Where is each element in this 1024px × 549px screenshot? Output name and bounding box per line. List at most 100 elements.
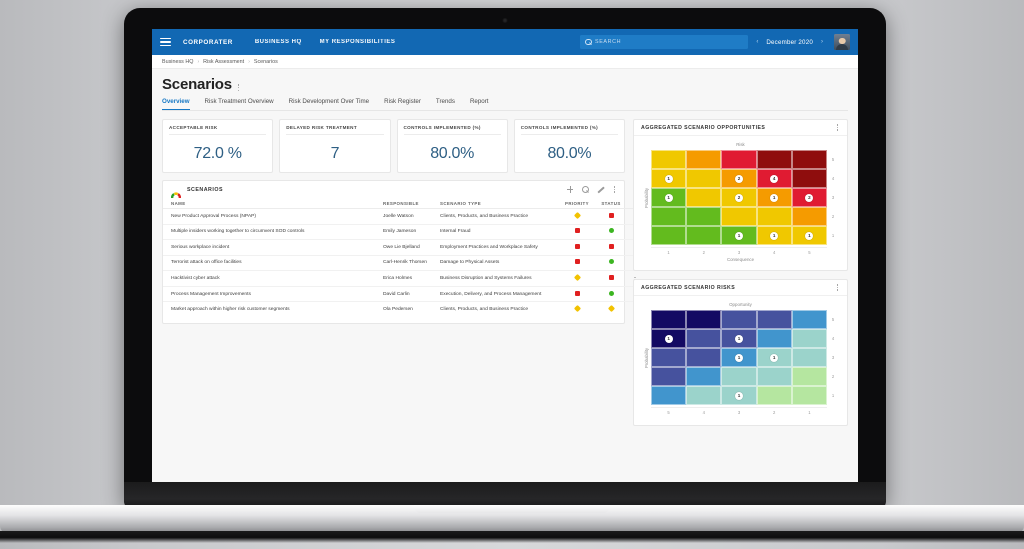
heatmap-cell[interactable]	[791, 329, 827, 348]
heatmap-cell[interactable]	[791, 367, 827, 386]
table-row[interactable]: Terrorist attack on office facilities Car…	[163, 255, 642, 272]
heatmap-cell[interactable]: 1	[651, 329, 687, 348]
heatmap-cell[interactable]	[686, 367, 722, 386]
search-input[interactable]	[595, 39, 744, 45]
search-icon[interactable]	[581, 186, 589, 194]
tab-risk-treatment-overview[interactable]: Risk Treatment Overview	[204, 98, 274, 105]
hamburger-icon[interactable]	[160, 37, 171, 47]
tab-trends[interactable]: Trends	[435, 98, 455, 105]
heatmap-cell[interactable]: 2	[791, 188, 827, 207]
more-icon[interactable]	[835, 122, 841, 133]
brand-logo[interactable]: CORPORATER	[183, 39, 233, 46]
table-row[interactable]: New Product Approval Process (NPAP) Joell…	[163, 208, 642, 225]
column-header-responsible[interactable]: RESPONSIBLE	[379, 198, 436, 209]
column-header-priority[interactable]: PRIORITY	[560, 198, 594, 209]
kpi-card-controls-implemented-1[interactable]: CONTROLS IMPLEMENTED (%) 80.0%	[396, 119, 508, 173]
tab-report[interactable]: Report	[469, 98, 489, 105]
status-indicator	[608, 275, 614, 281]
heatmap-cell[interactable]	[756, 310, 792, 329]
heatmap-cell[interactable]	[721, 367, 757, 386]
edit-icon[interactable]	[597, 186, 604, 193]
avatar[interactable]	[834, 34, 850, 50]
heatmap-cell[interactable]	[686, 310, 722, 329]
heatmap-cell[interactable]	[686, 226, 722, 245]
heatmap-cell[interactable]	[686, 150, 722, 169]
heatmap-cell[interactable]	[791, 348, 827, 367]
kpi-card-delayed-risk-treatment[interactable]: DELAYED RISK TREATMENT 7	[279, 119, 391, 173]
table-row[interactable]: Market approach within higher risk custo…	[163, 302, 642, 317]
heatmap-cell[interactable]: 2	[721, 188, 757, 207]
more-icon[interactable]	[835, 282, 841, 293]
heatmap-y-tick: 1	[831, 233, 835, 238]
breadcrumb-item-1[interactable]: Risk Assessment	[203, 58, 245, 65]
global-search-box[interactable]	[580, 35, 749, 49]
heatmap-body: Opportunity Probability 1 1 1 1 1 5 4 3 2 1 5 4 3 2…	[634, 296, 847, 415]
heatmap-cell[interactable]	[721, 310, 757, 329]
breadcrumb-item-2[interactable]: Scenarios	[253, 58, 278, 65]
heatmap-cell-count: 1	[770, 353, 779, 362]
heatmap-cell[interactable]: 1	[721, 226, 757, 245]
column-header-scenario-type[interactable]: SCENARIO TYPE	[436, 198, 560, 209]
heatmap-cell[interactable]	[791, 150, 827, 169]
heatmap-y-tick: 3	[831, 195, 835, 200]
heatmap-cell[interactable]	[651, 207, 687, 226]
heatmap-cell[interactable]	[756, 207, 792, 226]
table-row[interactable]: Multiple insiders working together to ci…	[163, 224, 642, 241]
heatmap-cell[interactable]	[686, 348, 722, 367]
heatmap-cell[interactable]	[756, 150, 792, 169]
tab-risk-development-over-time[interactable]: Risk Development Over Time	[288, 98, 370, 105]
heatmap-cell[interactable]: 1	[756, 188, 792, 207]
heatmap-cell[interactable]	[651, 150, 687, 169]
heatmap-cell[interactable]	[756, 367, 792, 386]
heatmap-cell[interactable]: 4	[756, 169, 792, 188]
heatmap-cell[interactable]	[651, 367, 687, 386]
heatmap-cell[interactable]	[791, 207, 827, 226]
heatmap-cell[interactable]	[756, 386, 792, 405]
webcam-icon	[502, 18, 508, 23]
add-icon[interactable]	[566, 186, 574, 193]
heatmap-cell[interactable]: 1	[721, 348, 757, 367]
heatmap-cell[interactable]	[651, 348, 687, 367]
heatmap-cell[interactable]	[686, 329, 722, 348]
heatmap-cell[interactable]	[651, 310, 687, 329]
page-more-menu-icon[interactable]	[236, 82, 242, 93]
tab-overview[interactable]: Overview	[162, 98, 190, 110]
heatmap-cell[interactable]: 1	[756, 348, 792, 367]
table-row[interactable]: Serious workplace incident Owe Lie Bjella…	[163, 239, 642, 256]
heatmap-cell[interactable]	[686, 207, 722, 226]
heatmap-cell-count: 1	[734, 353, 743, 362]
heatmap-cell[interactable]	[791, 169, 827, 188]
table-row[interactable]: Hacktivist cyber attack Erica Holmes Busin…	[163, 270, 642, 287]
heatmap-cell[interactable]	[721, 150, 757, 169]
heatmap-cell[interactable]: 1	[756, 226, 792, 245]
kpi-card-acceptable-risk[interactable]: ACCEPTABLE RISK 72.0 %	[162, 119, 274, 173]
heatmap-cell[interactable]	[791, 386, 827, 405]
heatmap-y-tick: 1	[831, 393, 835, 398]
column-header-name[interactable]: NAME	[163, 198, 379, 209]
heatmap-cell[interactable]: 1	[721, 329, 757, 348]
heatmap-cell[interactable]	[651, 226, 687, 245]
table-row[interactable]: Process Management Improvements David Car…	[163, 286, 642, 303]
period-prev-button[interactable]: ‹	[756, 39, 759, 45]
heatmap-cell[interactable]	[686, 169, 722, 188]
heatmap-cell[interactable]	[721, 207, 757, 226]
heatmap-cell[interactable]	[686, 188, 722, 207]
heatmap-cell[interactable]	[651, 386, 687, 405]
heatmap-cell[interactable]	[791, 310, 827, 329]
tab-risk-register[interactable]: Risk Register	[384, 98, 421, 105]
kpi-card-controls-implemented-2[interactable]: CONTROLS IMPLEMENTED (%) 80.0%	[513, 119, 625, 173]
heatmap-cell[interactable]: 1	[651, 188, 687, 207]
heatmap-cell[interactable]: 1	[721, 386, 757, 405]
heatmap-cell[interactable]: 1	[791, 226, 827, 245]
nav-link-business-hq[interactable]: BUSINESS HQ	[254, 39, 302, 45]
cell-name: Hacktivist cyber attack	[163, 270, 379, 287]
more-icon[interactable]	[612, 184, 618, 195]
heatmap-cell[interactable]: 1	[651, 169, 687, 188]
heatmap-cell[interactable]	[756, 329, 792, 348]
period-next-button[interactable]: ›	[821, 39, 823, 45]
heatmap-cell[interactable]: 2	[721, 169, 757, 188]
heatmap-cell[interactable]	[686, 386, 722, 405]
breadcrumb-item-0[interactable]: Business HQ	[162, 58, 194, 65]
column-header-status[interactable]: STATUS	[594, 198, 628, 209]
nav-link-my-responsibilities[interactable]: MY RESPONSIBILITIES	[319, 39, 396, 45]
